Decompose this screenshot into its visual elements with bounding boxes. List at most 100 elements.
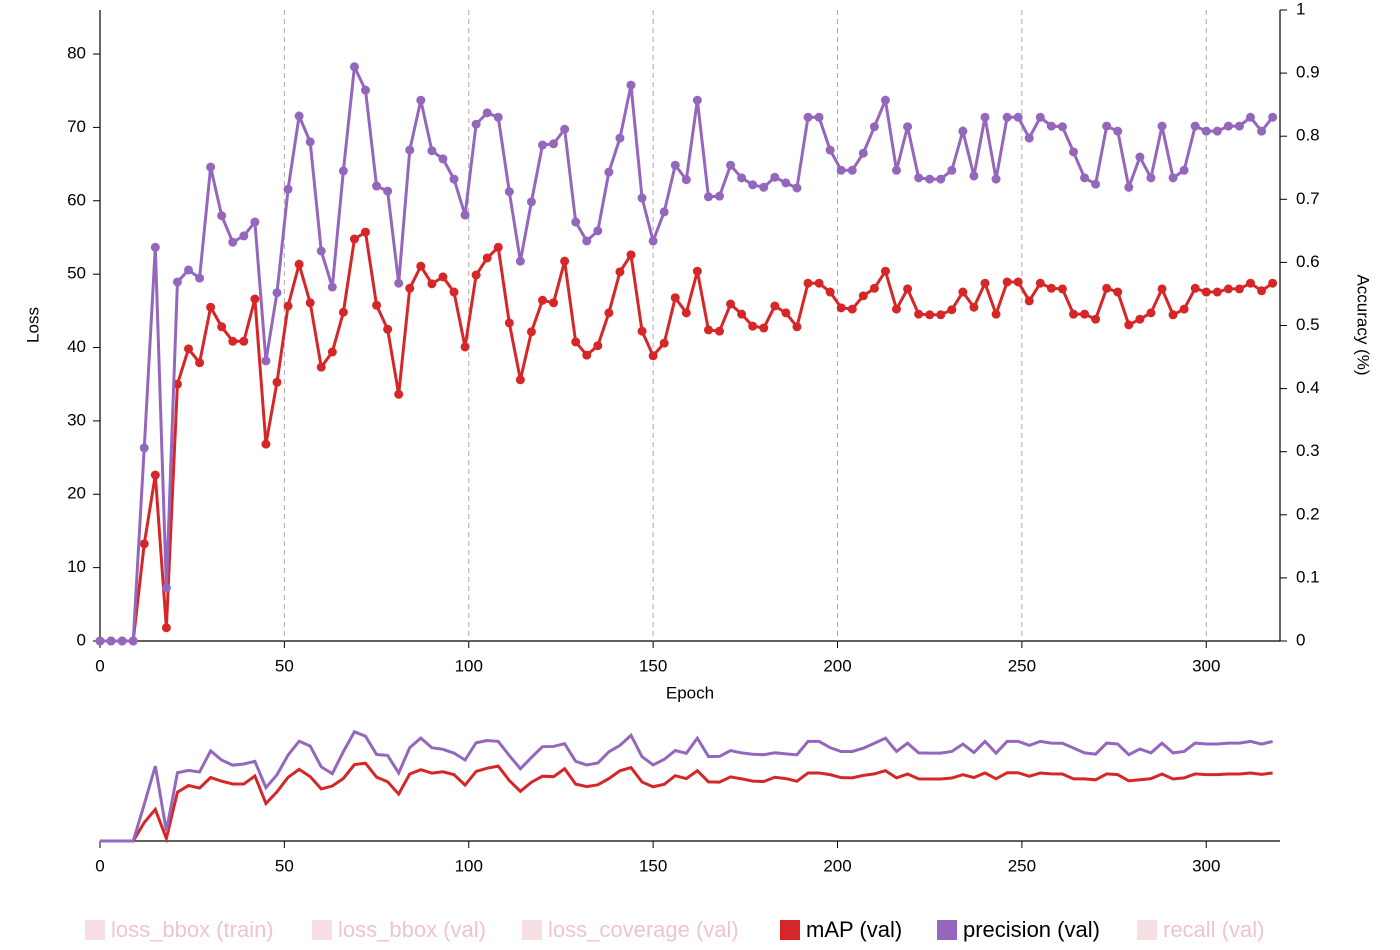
x-tick-label: 50 <box>275 656 294 675</box>
legend-label[interactable]: precision (val) <box>963 917 1100 942</box>
data-point <box>792 322 802 332</box>
data-point <box>737 309 747 319</box>
data-point <box>814 278 824 288</box>
y2-tick-label: 0.1 <box>1296 567 1320 586</box>
data-point <box>95 636 105 646</box>
data-point <box>637 326 647 336</box>
data-point <box>925 174 935 184</box>
data-point <box>305 298 315 308</box>
data-point <box>880 266 890 276</box>
y-tick-label: 40 <box>67 337 86 356</box>
data-point <box>1113 126 1123 136</box>
x-tick-label: 100 <box>455 656 483 675</box>
data-point <box>869 283 879 293</box>
legend-label[interactable]: mAP (val) <box>806 917 902 942</box>
legend-label[interactable]: loss_coverage (val) <box>548 917 739 942</box>
data-point <box>759 182 769 192</box>
data-point <box>427 279 437 289</box>
data-point <box>471 270 481 280</box>
data-point <box>659 207 669 217</box>
data-point <box>825 287 835 297</box>
data-point <box>449 287 459 297</box>
legend-label[interactable]: recall (val) <box>1163 917 1264 942</box>
x-tick-label: 200 <box>823 656 851 675</box>
data-point <box>869 122 879 132</box>
data-point <box>1102 121 1112 131</box>
data-point <box>526 197 536 207</box>
legend-swatch <box>312 920 332 940</box>
data-point <box>1168 173 1178 183</box>
legend-label[interactable]: loss_bbox (val) <box>338 917 486 942</box>
data-point <box>726 160 736 170</box>
nav-x-tick-label: 0 <box>95 856 104 875</box>
y-tick-label: 80 <box>67 44 86 63</box>
data-point <box>361 227 370 237</box>
x-tick-label: 250 <box>1008 656 1036 675</box>
y2-tick-label: 1 <box>1296 0 1305 18</box>
data-point <box>261 356 271 366</box>
series-line <box>100 61 1274 643</box>
data-point <box>914 173 924 183</box>
data-point <box>1268 112 1278 122</box>
data-point <box>803 112 813 122</box>
data-point <box>283 184 293 194</box>
data-point <box>239 231 249 241</box>
y2-tick-label: 0 <box>1296 630 1305 649</box>
data-point <box>991 309 1001 319</box>
data-point <box>538 295 547 305</box>
data-point <box>1046 121 1056 131</box>
data-point <box>648 351 658 361</box>
data-point <box>571 217 581 227</box>
data-point <box>737 173 747 183</box>
data-point <box>1069 147 1078 157</box>
data-point <box>383 324 393 334</box>
data-point <box>681 308 691 318</box>
data-point <box>692 266 702 276</box>
nav-x-tick-label: 200 <box>823 856 851 875</box>
data-point <box>748 321 758 331</box>
data-point <box>593 341 603 351</box>
data-point <box>980 278 990 288</box>
data-point <box>493 242 503 252</box>
data-point <box>294 259 304 269</box>
data-point <box>150 470 160 480</box>
y2-tick-label: 0.6 <box>1296 252 1320 271</box>
data-point <box>836 303 846 313</box>
data-point <box>969 171 979 181</box>
data-point <box>184 265 193 275</box>
data-point <box>1246 278 1255 288</box>
data-point <box>184 344 193 354</box>
data-point <box>1091 179 1101 189</box>
data-point <box>748 180 758 190</box>
data-point <box>1157 121 1167 131</box>
data-point <box>1190 121 1200 131</box>
data-point <box>947 305 957 315</box>
data-point <box>1002 112 1012 122</box>
legend-swatch <box>522 920 542 940</box>
data-point <box>372 300 382 310</box>
legend-label[interactable]: loss_bbox (train) <box>111 917 274 942</box>
data-point <box>692 95 702 105</box>
data-point <box>1091 314 1101 324</box>
data-point <box>637 193 647 203</box>
data-point <box>1113 287 1123 297</box>
data-point <box>703 325 713 335</box>
data-point <box>947 165 957 175</box>
data-point <box>792 183 802 193</box>
nav-series-line <box>100 729 1273 843</box>
legend-swatch <box>937 920 957 940</box>
data-point <box>294 111 304 121</box>
y2-tick-label: 0.4 <box>1296 378 1320 397</box>
data-point <box>416 261 426 271</box>
y-axis-label: Loss <box>23 307 42 343</box>
y-tick-label: 10 <box>67 557 86 576</box>
data-point <box>394 278 404 288</box>
data-point <box>161 583 171 593</box>
data-point <box>836 165 846 175</box>
data-point <box>172 277 182 287</box>
data-point <box>150 242 160 252</box>
data-point <box>1024 133 1034 143</box>
y-tick-label: 50 <box>67 264 86 283</box>
data-point <box>903 122 913 132</box>
data-point <box>670 293 680 303</box>
